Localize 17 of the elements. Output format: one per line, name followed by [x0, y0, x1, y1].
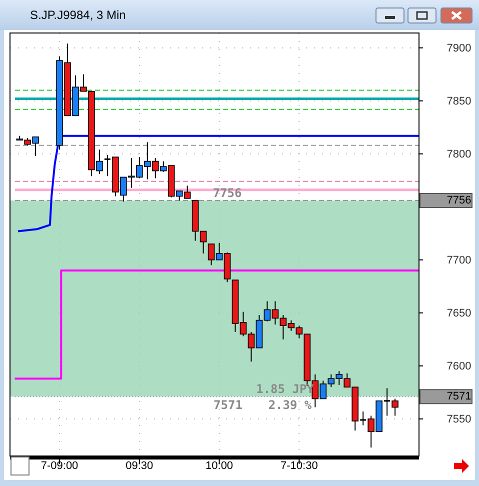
- y-tick-label: 7600: [446, 360, 472, 372]
- y-tick-label: 7800: [446, 148, 472, 160]
- ref-line-label: 7756: [446, 194, 472, 207]
- line-series: [16, 134, 419, 232]
- x-tick-label: 10:00: [206, 460, 234, 472]
- y-tick-label: 7550: [446, 413, 472, 426]
- annotation: 2.39 %: [268, 398, 312, 412]
- x-tick-label: 7-10:30: [280, 460, 318, 472]
- annotation: 7571: [214, 398, 242, 412]
- y-tick-label: 7900: [446, 42, 472, 54]
- x-tick-label: 7-09:00: [40, 460, 78, 472]
- y-tick-label: 7850: [446, 95, 472, 108]
- y-tick-label: 7700: [446, 254, 472, 266]
- chart-title: S.JP.J9984, 3 Min: [30, 8, 126, 22]
- y-tick-label: 7650: [446, 307, 472, 320]
- x-tick-label: 09:30: [126, 460, 154, 472]
- ref-line-label: 7571: [446, 390, 472, 403]
